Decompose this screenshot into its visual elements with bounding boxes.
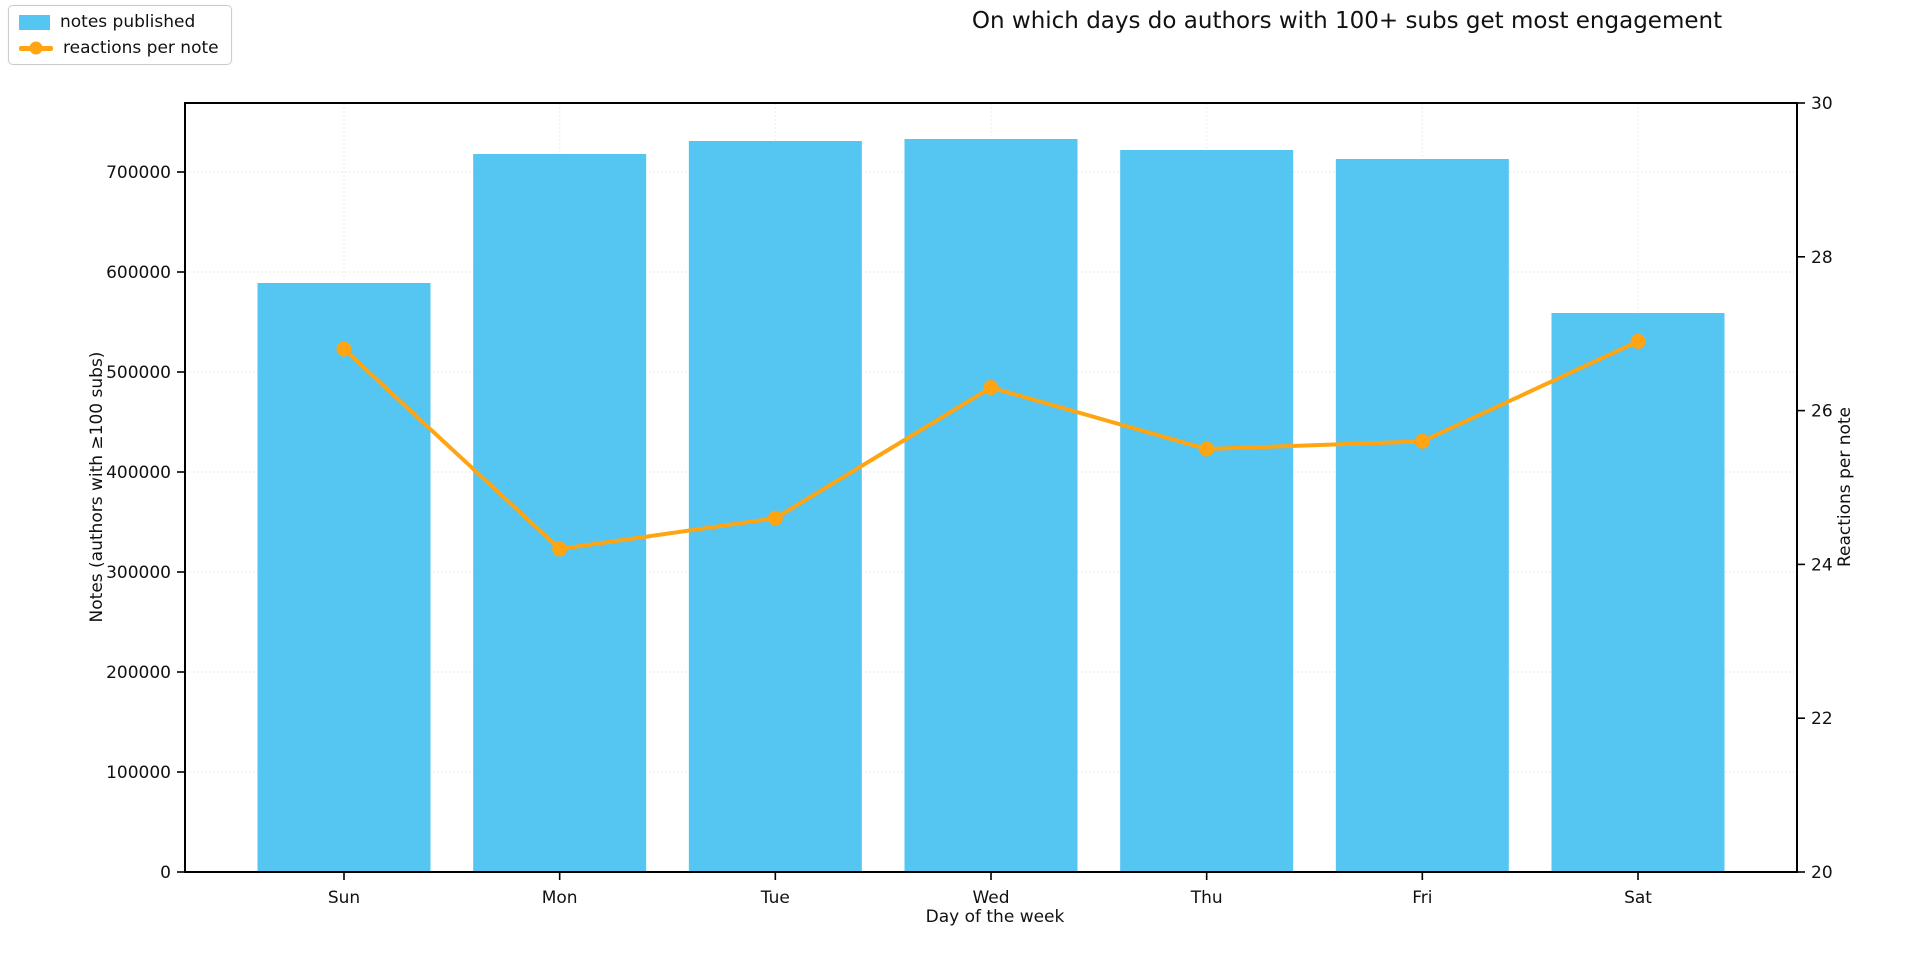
- legend-item-reactions-per-note: reactions per note: [19, 37, 219, 58]
- bar-swatch-icon: [19, 14, 50, 30]
- tick-label-left: 600000: [106, 263, 171, 283]
- bar-wed: [904, 139, 1078, 872]
- tick-label-right: 20: [1811, 863, 1833, 883]
- tick-label-x-sun: Sun: [328, 888, 360, 908]
- bar-mon: [473, 154, 647, 872]
- tick-label-x-sat: Sat: [1624, 888, 1652, 908]
- bar-thu: [1120, 150, 1294, 872]
- line-point-sun: [336, 341, 352, 357]
- tick-label-left: 500000: [106, 363, 171, 383]
- y-axis-label-right: Reactions per note: [1835, 406, 1855, 568]
- line-point-fri: [1414, 433, 1430, 449]
- bar-tue: [688, 141, 862, 872]
- tick-label-right: 28: [1811, 248, 1833, 268]
- y-axis-label-left: Notes (authors with ≥100 subs): [87, 351, 107, 623]
- bar-fri: [1335, 159, 1509, 872]
- tick-label-x-tue: Tue: [760, 888, 790, 908]
- tick-label-left: 400000: [106, 463, 171, 483]
- tick-label-left: 200000: [106, 663, 171, 683]
- legend: notes published reactions per note: [8, 5, 232, 66]
- line-point-wed: [983, 380, 999, 396]
- line-swatch-icon: [19, 41, 53, 55]
- tick-label-left: 0: [160, 863, 171, 883]
- tick-label-x-fri: Fri: [1412, 888, 1432, 908]
- tick-label-right: 26: [1811, 402, 1833, 422]
- bar-sat: [1551, 313, 1725, 872]
- tick-label-x-wed: Wed: [972, 888, 1009, 908]
- line-marker-icon: [29, 41, 43, 55]
- line-point-mon: [552, 541, 568, 557]
- line-point-sat: [1630, 333, 1646, 349]
- legend-label-reactions-per-note: reactions per note: [63, 37, 219, 58]
- chart-title: On which days do authors with 100+ subs …: [971, 8, 1723, 34]
- tick-label-left: 100000: [106, 763, 171, 783]
- line-point-thu: [1199, 441, 1215, 457]
- legend-label-notes-published: notes published: [60, 12, 196, 32]
- tick-label-left: 700000: [106, 163, 171, 183]
- x-axis-label: Day of the week: [925, 907, 1065, 927]
- tick-label-x-thu: Thu: [1190, 888, 1223, 908]
- tick-label-right: 22: [1811, 709, 1833, 729]
- bar-sun: [257, 283, 431, 872]
- line-point-tue: [767, 510, 783, 526]
- tick-label-right: 30: [1811, 94, 1833, 114]
- legend-item-notes-published: notes published: [19, 13, 219, 32]
- tick-label-right: 24: [1811, 555, 1833, 575]
- tick-label-left: 300000: [106, 563, 171, 583]
- tick-label-x-mon: Mon: [542, 888, 578, 908]
